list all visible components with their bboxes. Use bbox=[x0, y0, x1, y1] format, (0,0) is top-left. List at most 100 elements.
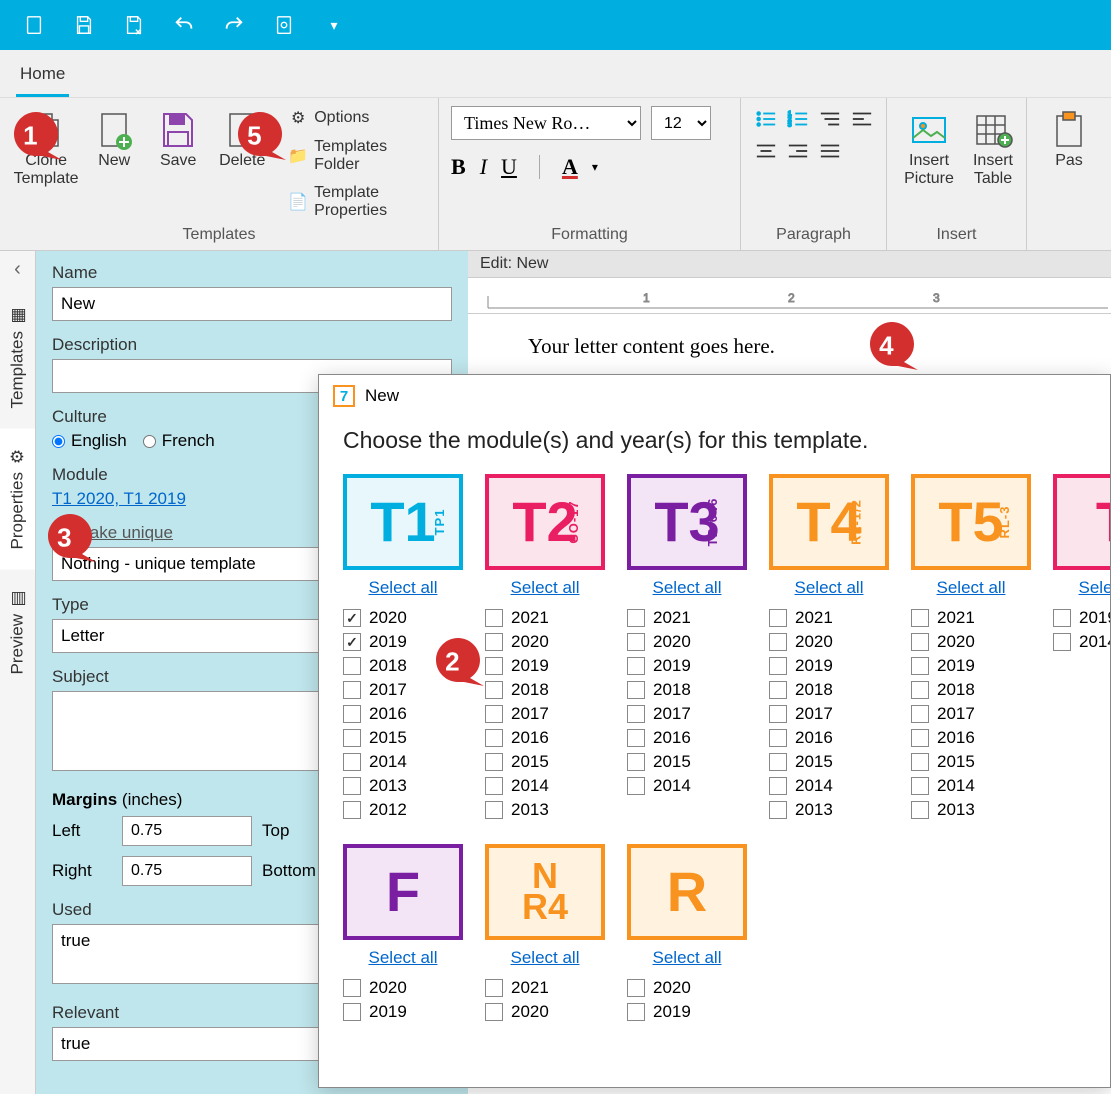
year-checkbox[interactable] bbox=[627, 681, 645, 699]
year-item[interactable]: 2014 bbox=[627, 776, 747, 796]
select-all-link[interactable]: Select all bbox=[1053, 578, 1111, 598]
year-checkbox[interactable] bbox=[627, 1003, 645, 1021]
bold-button[interactable]: B bbox=[451, 154, 466, 180]
module-tile[interactable]: R bbox=[627, 844, 747, 940]
qat-dropdown-icon[interactable]: ▾ bbox=[320, 11, 348, 39]
year-item[interactable]: 2015 bbox=[911, 752, 1031, 772]
align-right-button[interactable] bbox=[785, 138, 811, 164]
year-checkbox[interactable] bbox=[911, 753, 929, 771]
year-checkbox[interactable] bbox=[769, 729, 787, 747]
year-checkbox[interactable] bbox=[343, 777, 361, 795]
year-checkbox[interactable] bbox=[343, 753, 361, 771]
multilevel-button[interactable] bbox=[817, 106, 843, 132]
year-item[interactable]: 2019 bbox=[1053, 608, 1111, 628]
year-item[interactable]: 2021 bbox=[769, 608, 889, 628]
select-all-link[interactable]: Select all bbox=[769, 578, 889, 598]
year-checkbox[interactable] bbox=[485, 681, 503, 699]
year-checkbox[interactable] bbox=[911, 609, 929, 627]
select-all-link[interactable]: Select all bbox=[485, 948, 605, 968]
year-item[interactable]: 2015 bbox=[485, 752, 605, 772]
year-checkbox[interactable] bbox=[627, 753, 645, 771]
new-button[interactable]: New bbox=[84, 106, 144, 174]
year-item[interactable]: 2016 bbox=[769, 728, 889, 748]
year-checkbox[interactable] bbox=[769, 705, 787, 723]
english-radio-input[interactable] bbox=[52, 435, 65, 448]
italic-button[interactable]: I bbox=[480, 154, 487, 180]
year-item[interactable]: 2017 bbox=[769, 704, 889, 724]
collapse-button[interactable]: ‹ bbox=[0, 251, 35, 287]
settings-doc-icon[interactable] bbox=[270, 11, 298, 39]
year-checkbox[interactable] bbox=[911, 633, 929, 651]
year-checkbox[interactable] bbox=[627, 609, 645, 627]
insert-picture-button[interactable]: Insert Picture bbox=[899, 106, 959, 192]
year-item[interactable]: 2014 bbox=[769, 776, 889, 796]
year-item[interactable]: 2020 bbox=[343, 978, 463, 998]
year-checkbox[interactable] bbox=[485, 609, 503, 627]
align-center-button[interactable] bbox=[753, 138, 779, 164]
year-checkbox[interactable] bbox=[911, 681, 929, 699]
year-checkbox[interactable] bbox=[627, 705, 645, 723]
year-item[interactable]: 2017 bbox=[485, 704, 605, 724]
year-checkbox[interactable] bbox=[769, 633, 787, 651]
year-item[interactable]: 2020 bbox=[627, 978, 747, 998]
justify-button[interactable] bbox=[817, 138, 843, 164]
year-checkbox[interactable] bbox=[485, 1003, 503, 1021]
select-all-link[interactable]: Select all bbox=[343, 948, 463, 968]
options-button[interactable]: ⚙Options bbox=[284, 106, 426, 130]
year-item[interactable]: 2016 bbox=[911, 728, 1031, 748]
size-select[interactable]: 12 bbox=[651, 106, 711, 140]
module-tile[interactable]: T2CO-17 bbox=[485, 474, 605, 570]
year-item[interactable]: 2020 bbox=[485, 1002, 605, 1022]
french-radio-input[interactable] bbox=[143, 435, 156, 448]
align-left-button[interactable] bbox=[849, 106, 875, 132]
year-checkbox[interactable] bbox=[627, 979, 645, 997]
year-item[interactable]: 2014 bbox=[485, 776, 605, 796]
module-tile[interactable]: T1TP1 bbox=[343, 474, 463, 570]
year-checkbox[interactable] bbox=[769, 657, 787, 675]
right-input[interactable] bbox=[122, 856, 252, 886]
year-item[interactable]: 2020 bbox=[485, 632, 605, 652]
year-item[interactable]: 2014 bbox=[343, 752, 463, 772]
year-item[interactable]: 2019 bbox=[485, 656, 605, 676]
year-checkbox[interactable] bbox=[769, 777, 787, 795]
year-item[interactable]: 2021 bbox=[911, 608, 1031, 628]
year-checkbox[interactable] bbox=[1053, 609, 1071, 627]
insert-table-button[interactable]: Insert Table bbox=[963, 106, 1023, 192]
year-checkbox[interactable] bbox=[485, 801, 503, 819]
year-checkbox[interactable] bbox=[485, 729, 503, 747]
year-checkbox[interactable] bbox=[911, 705, 929, 723]
underline-button[interactable]: U bbox=[501, 154, 517, 180]
year-checkbox[interactable] bbox=[485, 705, 503, 723]
template-properties-button[interactable]: 📄Template Properties bbox=[284, 182, 426, 222]
bullets-button[interactable] bbox=[753, 106, 779, 132]
year-checkbox[interactable] bbox=[485, 657, 503, 675]
year-checkbox[interactable] bbox=[911, 729, 929, 747]
numbering-button[interactable]: 123 bbox=[785, 106, 811, 132]
year-checkbox[interactable] bbox=[627, 657, 645, 675]
year-checkbox[interactable] bbox=[627, 777, 645, 795]
templates-folder-button[interactable]: 📁Templates Folder bbox=[284, 136, 426, 176]
year-item[interactable]: 2020 bbox=[911, 632, 1031, 652]
select-all-link[interactable]: Select all bbox=[627, 578, 747, 598]
year-item[interactable]: 2021 bbox=[627, 608, 747, 628]
year-item[interactable]: 2012 bbox=[343, 800, 463, 820]
tab-preview[interactable]: Preview▤ bbox=[0, 570, 35, 694]
save-as-icon[interactable] bbox=[120, 11, 148, 39]
year-item[interactable]: 2019 bbox=[911, 656, 1031, 676]
french-radio[interactable]: French bbox=[143, 431, 215, 451]
year-checkbox[interactable] bbox=[343, 657, 361, 675]
select-all-link[interactable]: Select all bbox=[627, 948, 747, 968]
year-item[interactable]: 2021 bbox=[485, 978, 605, 998]
year-item[interactable]: 2020 bbox=[627, 632, 747, 652]
year-item[interactable]: 2019 bbox=[769, 656, 889, 676]
year-item[interactable]: 2018 bbox=[769, 680, 889, 700]
year-item[interactable]: 2020 bbox=[343, 608, 463, 628]
module-tile[interactable]: T4RL-1/2 bbox=[769, 474, 889, 570]
year-checkbox[interactable] bbox=[485, 979, 503, 997]
tab-templates[interactable]: Templates▦ bbox=[0, 287, 35, 428]
year-checkbox[interactable] bbox=[343, 979, 361, 997]
year-item[interactable]: 2014 bbox=[1053, 632, 1111, 652]
year-checkbox[interactable] bbox=[911, 657, 929, 675]
font-select[interactable]: Times New Ro… bbox=[451, 106, 641, 140]
save-icon[interactable] bbox=[70, 11, 98, 39]
